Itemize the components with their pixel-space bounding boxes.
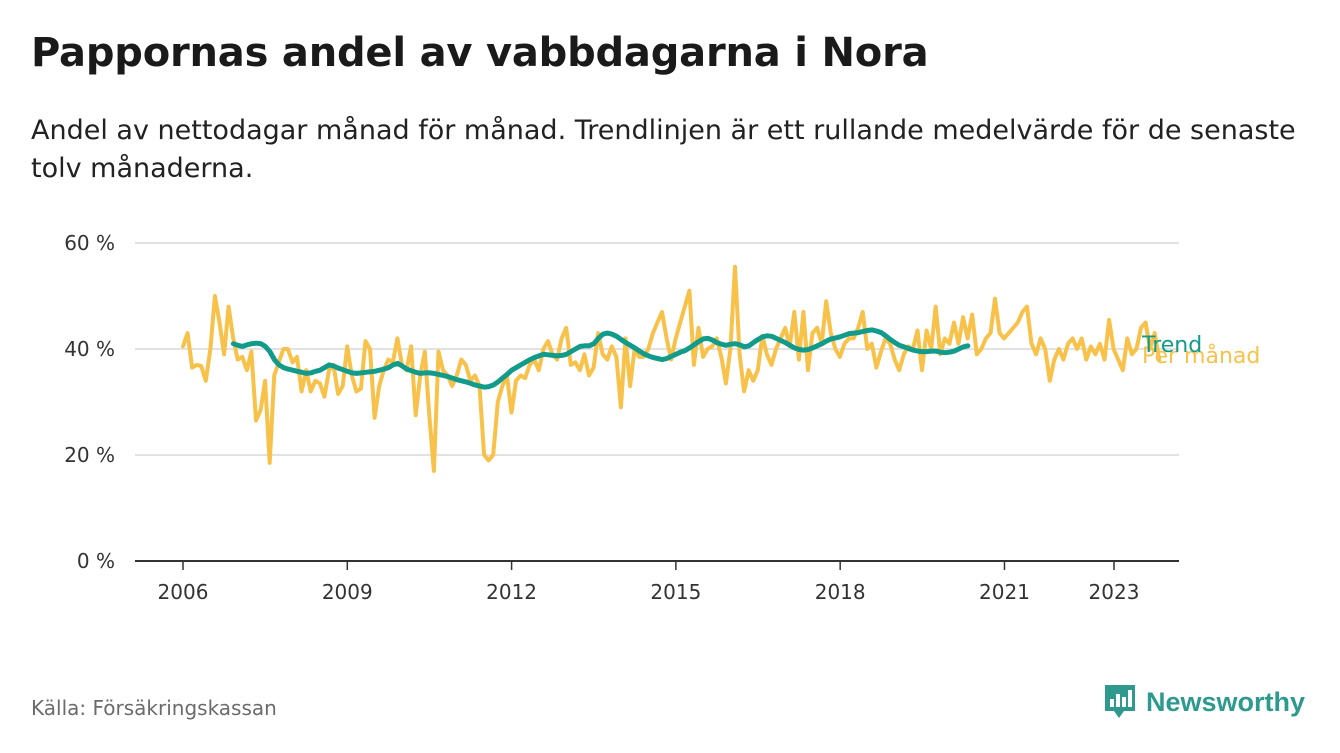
x-tick-label: 2009 bbox=[322, 580, 373, 604]
monthly-line bbox=[181, 264, 1162, 473]
x-tick-label: 2023 bbox=[1089, 580, 1140, 604]
series bbox=[181, 264, 1162, 473]
y-tick-label: 0 % bbox=[77, 549, 115, 573]
monthly-end-label: Per månad bbox=[1142, 343, 1260, 369]
newsworthy-logo-icon bbox=[1105, 685, 1135, 718]
brand-name: Newsworthy bbox=[1146, 686, 1306, 717]
source-note: Källa: Försäkringskassan bbox=[31, 696, 277, 720]
y-tick-label: 60 % bbox=[64, 231, 115, 255]
chart-title: Pappornas andel av vabbdagarna i Nora bbox=[31, 30, 929, 76]
x-tick-label: 2021 bbox=[979, 580, 1030, 604]
brand: Newsworthy bbox=[1102, 683, 1305, 721]
x-tick-label: 2006 bbox=[158, 580, 209, 604]
axes: 0 % 20 % 40 % 60 % 2006 2009 2012 2015 2018 2021 2… bbox=[64, 231, 1179, 604]
x-tick-label: 2015 bbox=[650, 580, 701, 604]
x-tick-label: 2012 bbox=[486, 580, 537, 604]
trend-end-label: Trend bbox=[1141, 333, 1202, 358]
x-tick-label: 2018 bbox=[815, 580, 866, 604]
y-tick-label: 40 % bbox=[64, 337, 115, 361]
chart-subtitle: Andel av nettodagar månad för månad. Tre… bbox=[31, 115, 1296, 184]
trend-line bbox=[230, 327, 971, 390]
gridlines bbox=[135, 242, 1179, 456]
y-tick-label: 20 % bbox=[64, 443, 115, 467]
